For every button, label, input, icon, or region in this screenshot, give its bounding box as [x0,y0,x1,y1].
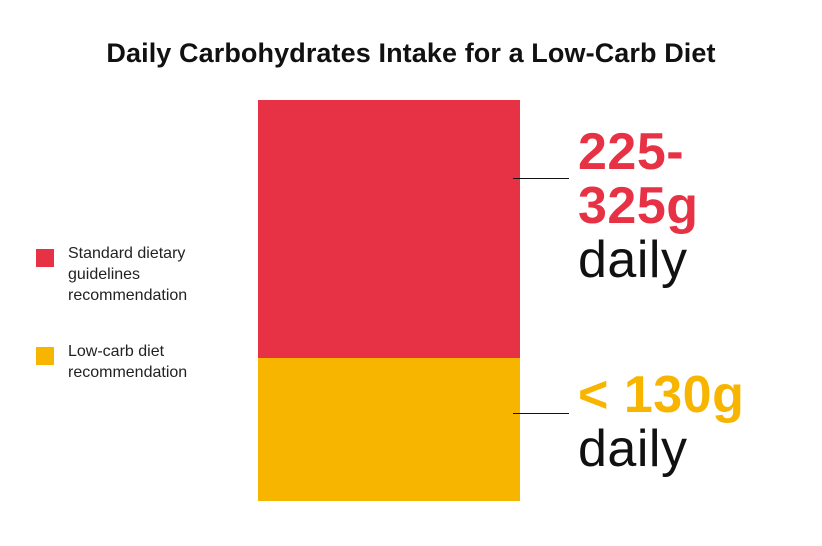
bar-segment-low-carb [258,358,520,501]
legend: Standard dietary guidelines recommendati… [36,243,236,418]
legend-label-standard: Standard dietary guidelines recommendati… [68,245,188,304]
connector-line-standard [513,178,569,179]
annotation-standard-unit: daily [578,231,688,289]
legend-label-low-carb: Low-carb diet recommendation [68,343,188,381]
stacked-bar [258,100,520,501]
legend-item-standard: Standard dietary guidelines recommendati… [36,243,236,306]
bar-segment-standard [258,100,520,358]
annotation-standard-value-line-1: 225- [578,123,685,181]
legend-item-low-carb: Low-carb diet recommendation [36,341,236,383]
annotation-low-carb-unit: daily [578,420,688,478]
annotation-low-carb: < 130g daily [578,368,744,476]
chart-title: Daily Carbohydrates Intake for a Low-Car… [106,38,716,68]
connector-line-low-carb [513,413,569,414]
annotation-standard: 225- 325g daily [578,125,699,287]
legend-swatch-low-carb [36,347,54,365]
annotation-low-carb-value: < 130g [578,366,745,424]
legend-swatch-standard [36,249,54,267]
annotation-standard-value-line-2: 325g [578,177,699,235]
